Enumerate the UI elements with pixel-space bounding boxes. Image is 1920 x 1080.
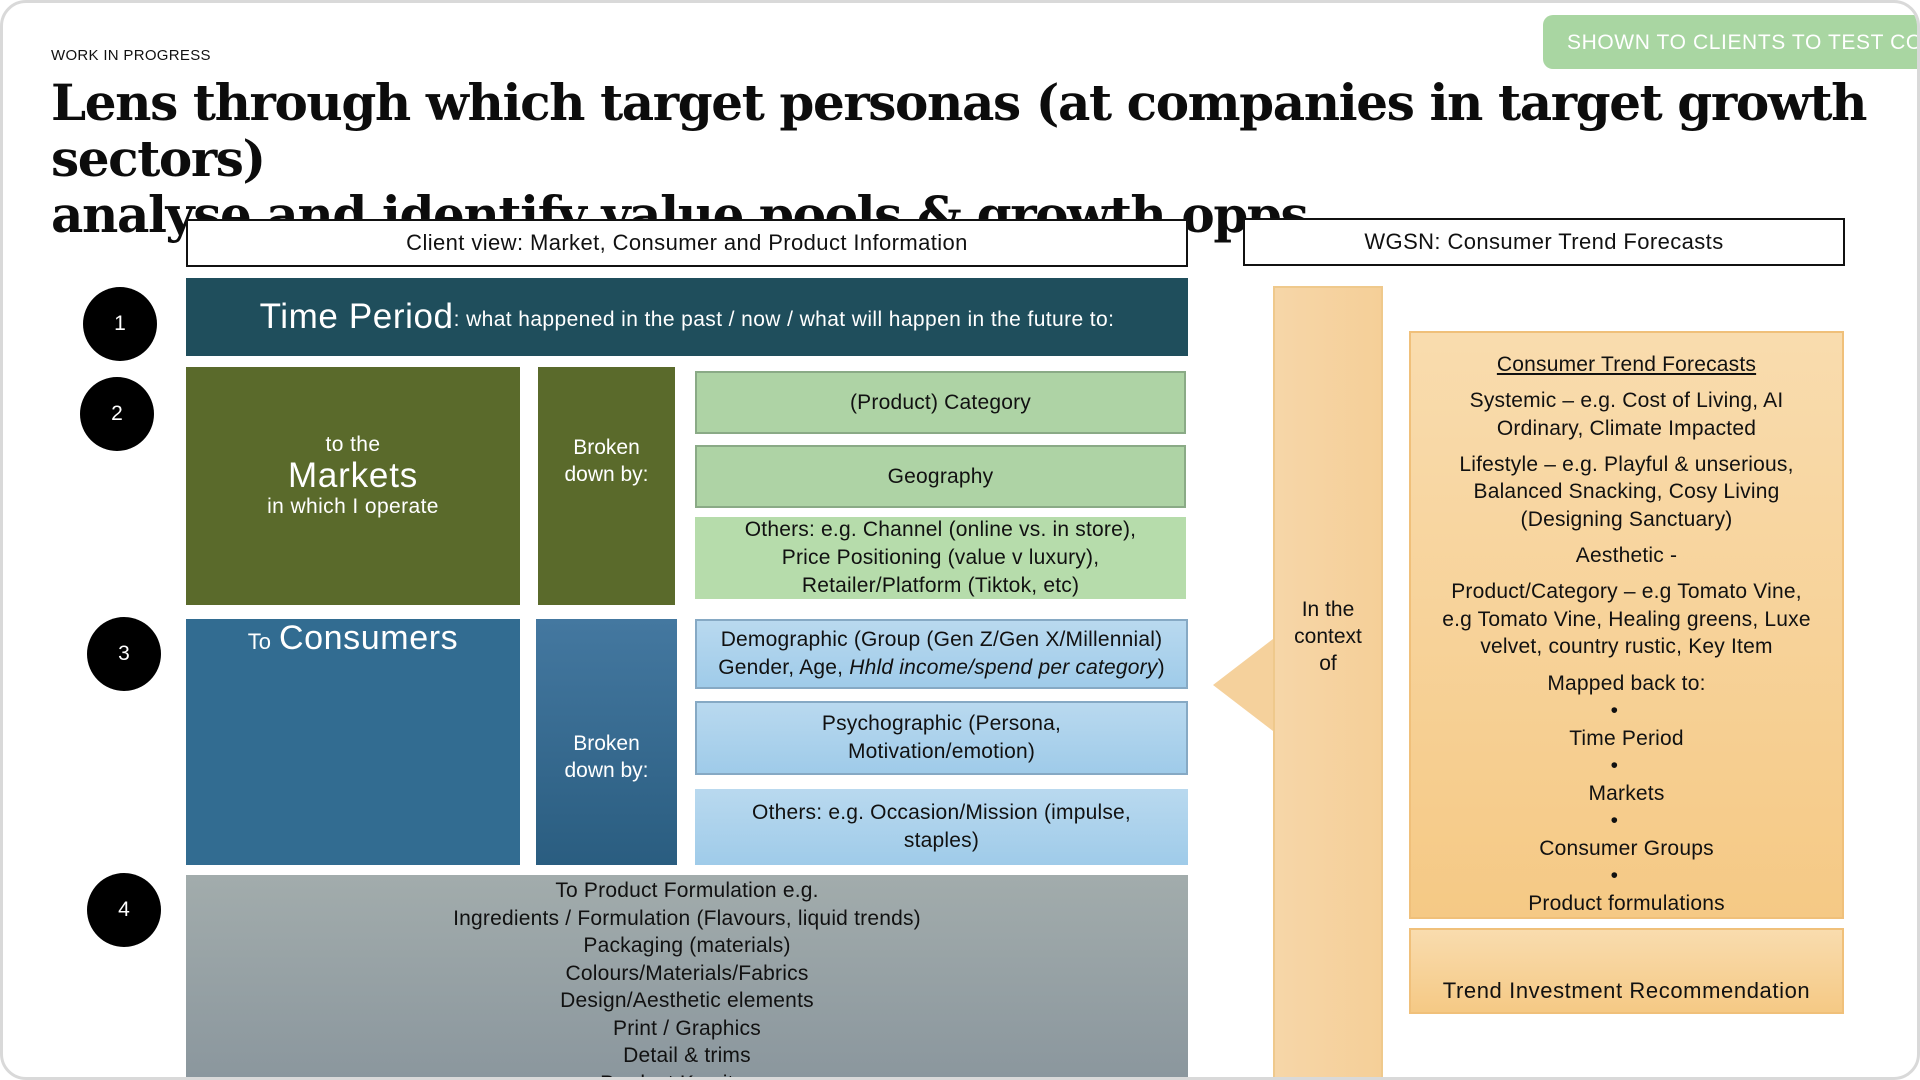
- product-line: To Product Formulation e.g.: [555, 879, 819, 902]
- time-period-heading: Time Period: [259, 297, 454, 336]
- product-line: Product Key items: [600, 1070, 774, 1078]
- trend-systemic-line1: Systemic – e.g. Cost of Living, AI: [1469, 389, 1784, 413]
- mapped-item: • Markets: [1588, 754, 1665, 805]
- consumers-pre: To: [247, 629, 271, 654]
- step-1-marker: 1: [83, 287, 157, 361]
- trend-forecasts-box: Consumer Trend Forecasts Systemic – e.g.…: [1409, 331, 1844, 919]
- bottom-divider: [51, 1077, 1891, 1078]
- markets-post: in which I operate: [267, 495, 439, 518]
- consumers-broken-down: Broken down by:: [536, 619, 677, 865]
- trend-product-line1: Product/Category – e.g Tomato Vine,: [1451, 580, 1802, 604]
- arrow-head: [1213, 639, 1273, 731]
- product-line: Design/Aesthetic elements: [560, 989, 814, 1012]
- client-view-header: Client view: Market, Consumer and Produc…: [186, 219, 1188, 267]
- step-3-marker: 3: [87, 617, 161, 691]
- step-4-marker: 4: [87, 873, 161, 947]
- consumers-others-box: Others: e.g. Occasion/Mission (impulse, …: [695, 789, 1188, 865]
- markets-broken-line2: down by:: [564, 463, 649, 486]
- markets-title: Markets: [287, 456, 419, 495]
- step-2-marker: 2: [80, 377, 154, 451]
- consumers-title: Consumers: [279, 619, 459, 657]
- demographic-box: Demographic (Group (Gen Z/Gen X/Millenni…: [695, 619, 1188, 689]
- trend-heading: Consumer Trend Forecasts: [1496, 353, 1757, 376]
- psychographic-line1: Psychographic (Persona,: [821, 712, 1062, 735]
- left-arrow-icon: [1213, 639, 1273, 731]
- product-category-box: (Product) Category: [695, 371, 1186, 434]
- context-line1: In the: [1301, 597, 1355, 621]
- geography-box: Geography: [695, 445, 1186, 508]
- product-line: Ingredients / Formulation (Flavours, liq…: [453, 906, 921, 930]
- consumers-broken-line1: Broken: [573, 732, 640, 755]
- mapped-item: • Consumer Groups: [1539, 809, 1714, 860]
- consumers-others-line1: Others: e.g. Occasion/Mission (impulse,: [752, 801, 1131, 824]
- demographic-line2: Gender, Age, Hhld income/spend per categ…: [718, 656, 1165, 679]
- context-line3: of: [1319, 651, 1337, 675]
- trend-lifestyle-line2: Balanced Snacking, Cosy Living: [1473, 480, 1780, 504]
- product-formulation-block: To Product Formulation e.g. Ingredients …: [186, 875, 1188, 1078]
- consumers-block: To Consumers: [186, 619, 520, 865]
- mapped-item: • Product formulations: [1528, 864, 1725, 915]
- mapped-heading: Mapped back to:: [1547, 671, 1706, 695]
- demographic-line1: Demographic (Group (Gen Z/Gen X/Millenni…: [720, 628, 1163, 651]
- consumers-broken-line2: down by:: [564, 759, 649, 782]
- markets-pre: to the: [325, 433, 381, 456]
- status-badge: SHOWN TO CLIENTS TO TEST CONCEPT: [1543, 15, 1917, 69]
- wgsn-header: WGSN: Consumer Trend Forecasts: [1243, 218, 1845, 266]
- trend-lifestyle-line3: (Designing Sanctuary): [1520, 507, 1733, 531]
- markets-others-line2: Price Positioning (value v luxury),: [781, 546, 1100, 569]
- time-period-text: : what happened in the past / now / what…: [453, 308, 1115, 331]
- psychographic-box: Psychographic (Persona, Motivation/emoti…: [695, 701, 1188, 775]
- psychographic-line2: Motivation/emotion): [847, 740, 1036, 763]
- title-line-1: Lens through which target personas (at c…: [51, 73, 1867, 188]
- trend-lifestyle-line1: Lifestyle – e.g. Playful & unserious,: [1459, 452, 1794, 476]
- markets-others-line3: Retailer/Platform (Tiktok, etc): [801, 574, 1080, 597]
- markets-block: to the Markets in which I operate: [186, 367, 520, 605]
- markets-others-line1: Others: e.g. Channel (online vs. in stor…: [744, 518, 1137, 541]
- context-line2: context: [1294, 624, 1362, 648]
- mapped-item: • Time Period: [1569, 699, 1684, 750]
- trend-product-line3: velvet, country rustic, Key Item: [1480, 635, 1773, 659]
- product-line: Print / Graphics: [613, 1016, 761, 1040]
- consumers-others-line2: staples): [903, 829, 980, 852]
- trend-product-line2: e.g Tomato Vine, Healing greens, Luxe: [1442, 607, 1811, 631]
- markets-broken-down: Broken down by:: [538, 367, 675, 605]
- trend-investment-recommendation: Trend Investment Recommendation: [1409, 928, 1844, 1014]
- product-line: Packaging (materials): [583, 934, 791, 957]
- markets-broken-line1: Broken: [573, 436, 640, 459]
- time-period-bar: Time Period : what happened in the past …: [186, 278, 1188, 356]
- trend-aesthetic: Aesthetic -: [1575, 544, 1678, 568]
- product-line: Detail & trims: [623, 1044, 751, 1067]
- context-column: In the context of: [1273, 286, 1383, 1077]
- markets-others-box: Others: e.g. Channel (online vs. in stor…: [695, 517, 1186, 599]
- product-line: Colours/Materials/Fabrics: [565, 961, 809, 985]
- status-label: WORK IN PROGRESS: [51, 47, 211, 64]
- trend-systemic-line2: Ordinary, Climate Impacted: [1496, 416, 1757, 440]
